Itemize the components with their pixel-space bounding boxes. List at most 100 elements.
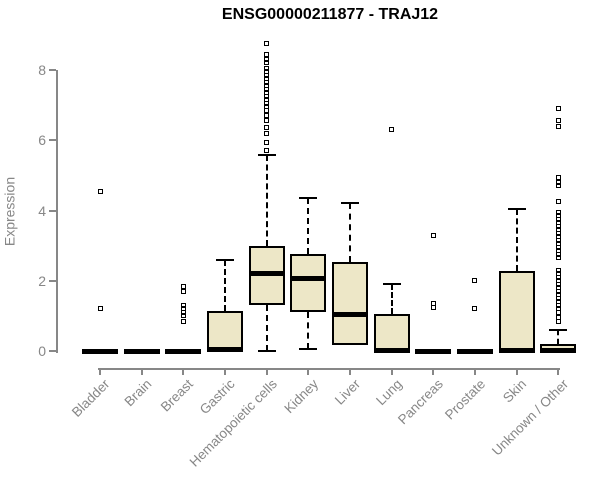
x-tick-label: Bladder bbox=[69, 376, 113, 420]
upper-whisker-cap bbox=[340, 202, 359, 205]
box-lung bbox=[373, 314, 410, 351]
y-tick-label: 6 bbox=[38, 132, 46, 149]
x-axis-tick bbox=[390, 368, 393, 375]
box-kidney bbox=[290, 254, 327, 312]
outlier-point bbox=[555, 199, 561, 205]
lower-whisker bbox=[307, 311, 310, 350]
outlier-point bbox=[430, 301, 436, 307]
median-line bbox=[540, 347, 577, 353]
y-axis-tick bbox=[49, 139, 56, 142]
x-tick-label: Brain bbox=[121, 376, 155, 410]
x-axis-tick bbox=[432, 368, 435, 375]
x-axis-tick bbox=[223, 368, 226, 375]
median-line bbox=[206, 346, 243, 352]
upper-whisker-cap bbox=[507, 207, 526, 210]
box-gastric bbox=[206, 310, 243, 351]
median-line bbox=[456, 348, 493, 354]
outlier-point bbox=[555, 179, 561, 185]
upper-whisker bbox=[223, 259, 226, 311]
outlier-point bbox=[180, 318, 186, 324]
x-tick-label: Breast bbox=[158, 376, 197, 415]
lower-whisker bbox=[265, 305, 268, 351]
median-line bbox=[290, 276, 327, 282]
x-axis-tick bbox=[307, 368, 310, 375]
outlier-point bbox=[264, 56, 270, 62]
upper-whisker bbox=[515, 208, 518, 272]
median-line bbox=[123, 348, 160, 354]
x-tick-label: Lung bbox=[372, 376, 405, 409]
x-axis-tick bbox=[265, 368, 268, 375]
upper-whisker-cap bbox=[299, 197, 318, 200]
x-axis-tick bbox=[473, 368, 476, 375]
outlier-point bbox=[555, 315, 561, 321]
outlier-point bbox=[264, 113, 270, 119]
median-line bbox=[331, 311, 368, 317]
outlier-point bbox=[555, 123, 561, 129]
lower-whisker-cap bbox=[257, 350, 276, 352]
outlier-point bbox=[264, 125, 270, 131]
y-tick-label: 2 bbox=[38, 272, 46, 289]
outlier-point bbox=[472, 306, 478, 312]
median-line bbox=[82, 348, 118, 354]
chart-title: ENSG00000211877 - TRAJ12 bbox=[221, 6, 439, 23]
x-tick-label: Kidney bbox=[281, 376, 322, 417]
x-tick-label: Gastric bbox=[197, 376, 238, 418]
upper-whisker bbox=[348, 203, 351, 263]
x-axis-tick bbox=[348, 368, 351, 375]
outlier-point bbox=[555, 174, 561, 180]
upper-whisker bbox=[307, 198, 310, 255]
x-axis-tick bbox=[140, 368, 143, 375]
x-tick-label: Liver bbox=[331, 376, 363, 408]
median-line bbox=[415, 348, 452, 354]
outlier-point bbox=[180, 288, 186, 294]
median-line bbox=[248, 271, 285, 277]
median-line bbox=[373, 347, 410, 353]
x-axis-tick bbox=[182, 368, 185, 375]
outlier-point bbox=[264, 118, 270, 124]
median-line bbox=[165, 348, 202, 354]
outlier-point bbox=[180, 283, 186, 289]
x-tick-label: Unknown / Other bbox=[488, 376, 572, 459]
upper-whisker-cap bbox=[549, 328, 568, 331]
x-axis-line bbox=[98, 368, 560, 370]
y-axis-tick bbox=[49, 209, 56, 212]
outlier-point bbox=[555, 267, 561, 273]
x-tick-label: Prostate bbox=[441, 376, 488, 423]
outlier-point bbox=[472, 278, 478, 284]
x-tick-label: Skin bbox=[500, 376, 530, 406]
box-liver bbox=[331, 262, 368, 345]
upper-whisker-cap bbox=[215, 258, 234, 261]
y-tick-label: 0 bbox=[38, 343, 46, 359]
outlier-point bbox=[264, 130, 270, 136]
y-axis-tick bbox=[49, 279, 56, 282]
y-tick-label: 8 bbox=[38, 62, 46, 78]
outlier-point bbox=[555, 118, 561, 124]
y-axis-line bbox=[56, 70, 58, 353]
median-line bbox=[498, 347, 535, 353]
upper-whisker bbox=[265, 155, 268, 246]
lower-whisker-cap bbox=[299, 348, 318, 351]
outlier-point bbox=[555, 106, 561, 112]
outlier-point bbox=[555, 209, 561, 215]
box-skin bbox=[498, 271, 535, 351]
x-axis-tick bbox=[557, 368, 560, 375]
x-axis-tick bbox=[99, 368, 101, 375]
y-tick-label: 4 bbox=[38, 202, 46, 219]
upper-whisker-cap bbox=[382, 283, 401, 286]
y-axis-tick bbox=[49, 69, 56, 71]
outlier-point bbox=[180, 302, 186, 308]
upper-whisker-cap bbox=[257, 154, 276, 156]
outlier-point bbox=[389, 127, 395, 133]
y-axis-tick bbox=[49, 350, 56, 352]
outlier-point bbox=[264, 139, 270, 145]
x-axis-tick bbox=[515, 368, 518, 375]
upper-whisker bbox=[390, 284, 393, 315]
outlier-point bbox=[264, 65, 270, 71]
outlier-point bbox=[264, 51, 270, 57]
outlier-point bbox=[264, 41, 270, 47]
outlier-point bbox=[97, 188, 103, 194]
outlier-point bbox=[97, 306, 103, 312]
outlier-point bbox=[430, 232, 436, 238]
upper-whisker bbox=[557, 329, 560, 344]
